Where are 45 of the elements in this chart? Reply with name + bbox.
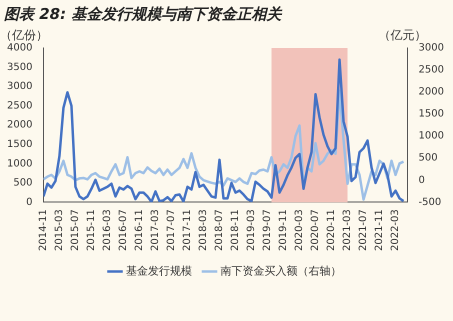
y-tick-label: 1000	[6, 158, 32, 170]
x-tick-label: 2018-03	[198, 209, 210, 252]
x-tick-label: 2016-11	[134, 209, 146, 252]
x-tick-label: 2014-11	[38, 209, 50, 252]
y2-tick-label: 3000	[418, 42, 444, 54]
x-tick-label: 2018-11	[230, 209, 242, 252]
x-tick-label: 2015-03	[54, 209, 66, 252]
x-tick-label: 2018-07	[214, 209, 226, 252]
x-tick-label: 2021-03	[342, 209, 354, 252]
y2-tick-label: 0	[418, 174, 425, 186]
y-tick-label: 0	[26, 196, 32, 208]
y2-axis-title: （亿元）	[378, 28, 427, 42]
y-tick-label: 500	[13, 178, 32, 189]
legend-label: 南下资金买入额（右轴）	[220, 264, 342, 278]
legend-label: 基金发行规模	[126, 264, 192, 278]
x-tick-label: 2015-11	[86, 209, 98, 252]
x-tick-label: 2021-07	[358, 209, 370, 252]
y2-tick-label: 1500	[418, 108, 444, 120]
x-tick-label: 2015-07	[70, 209, 82, 252]
y2-tick-label: 1000	[418, 130, 444, 142]
x-tick-label: 2020-11	[326, 209, 338, 252]
x-tick-label: 2019-03	[246, 209, 258, 252]
y-tick-label: 3500	[6, 62, 32, 73]
x-tick-label: 2017-07	[166, 209, 178, 252]
y2-tick-label: 2500	[418, 64, 444, 76]
x-tick-label: 2022-03	[390, 209, 402, 252]
y-tick-label: 1500	[6, 138, 32, 150]
y2-tick-label: 500	[418, 152, 438, 164]
y2-tick-label: -500	[418, 196, 442, 208]
chart-title: 图表 28: 基金发行规模与南下资金正相关	[4, 4, 282, 23]
y-tick-label: 2500	[6, 100, 32, 112]
y-tick-label: 4000	[6, 42, 32, 54]
y-axis-title: （亿份）	[0, 28, 48, 42]
x-tick-label: 2019-11	[278, 209, 290, 252]
y-tick-label: 3000	[6, 81, 32, 92]
x-tick-label: 2017-03	[150, 209, 162, 252]
x-tick-label: 2016-07	[118, 209, 130, 252]
x-tick-label: 2021-11	[374, 209, 386, 252]
y2-tick-label: 2000	[418, 86, 444, 98]
x-tick-label: 2016-03	[102, 209, 114, 252]
x-tick-label: 2020-03	[294, 209, 306, 252]
x-tick-label: 2017-11	[182, 209, 194, 252]
x-tick-label: 2020-07	[310, 209, 322, 252]
x-tick-label: 2019-07	[262, 209, 274, 252]
y-tick-label: 2000	[6, 120, 32, 131]
